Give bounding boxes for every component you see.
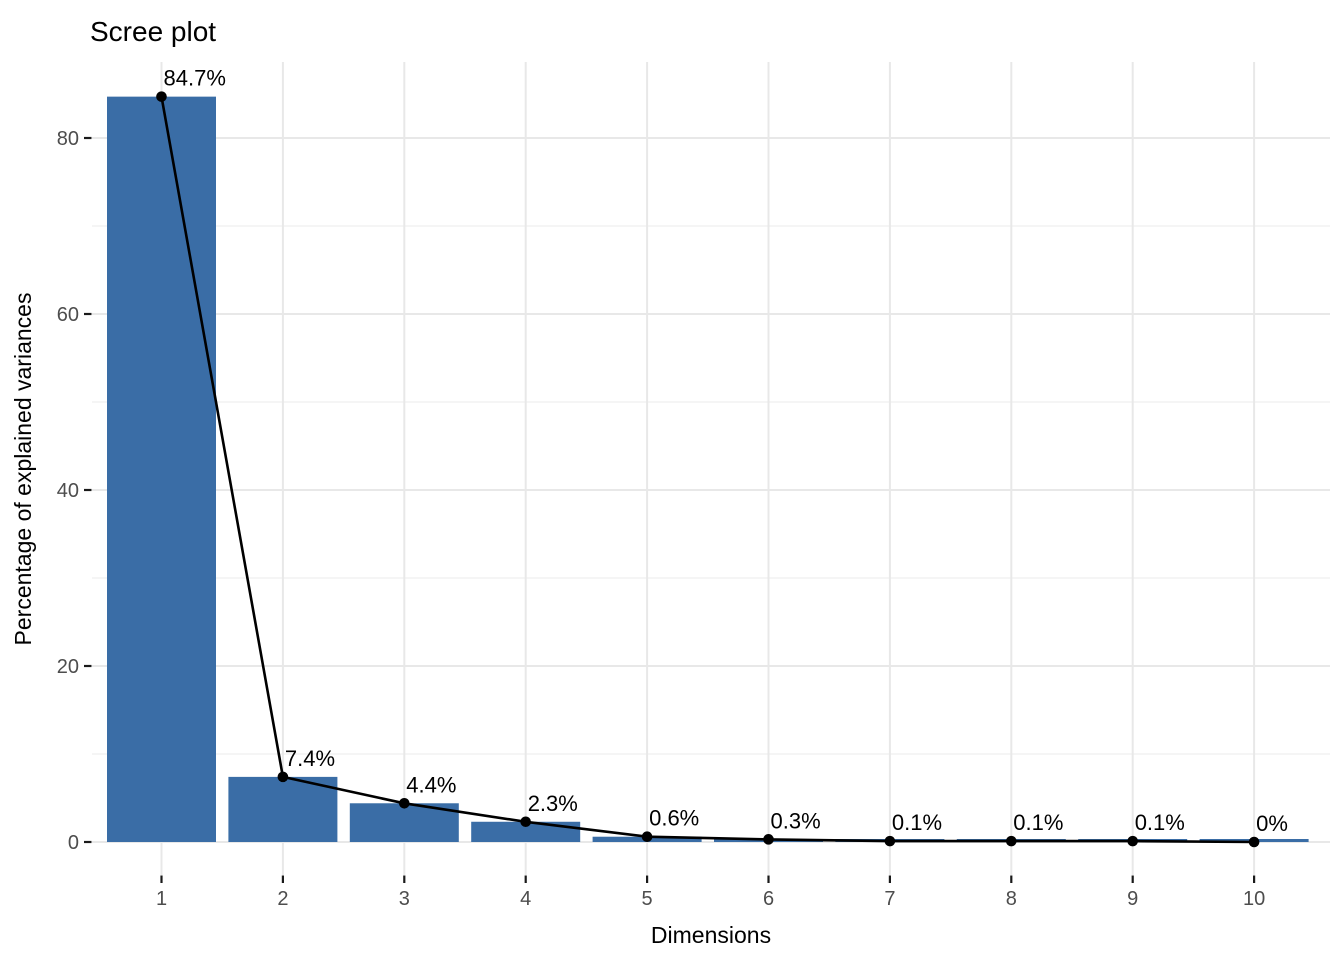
variance-point [1248, 836, 1260, 848]
point-label: 4.4% [406, 772, 456, 797]
axis-tick-labels: 0 20 40 60 80 1 2 3 4 5 6 7 8 9 10 [57, 128, 1265, 910]
variance-point [884, 835, 896, 847]
x-tick-label: 7 [884, 888, 895, 910]
x-tick-label: 9 [1127, 888, 1138, 910]
x-tick-label: 5 [642, 888, 653, 910]
chart-title: Scree plot [90, 16, 216, 47]
point-label: 0.1% [1013, 810, 1063, 835]
y-tick-label: 80 [57, 128, 79, 150]
y-tick-label: 40 [57, 480, 79, 502]
variance-bar [471, 821, 581, 842]
y-tick-label: 0 [68, 832, 79, 854]
variance-bar [228, 776, 338, 842]
y-tick-label: 20 [57, 656, 79, 678]
point-label: 7.4% [285, 746, 335, 771]
variance-bars [107, 96, 1309, 842]
point-label: 0.1% [1135, 810, 1185, 835]
point-label: 2.3% [528, 791, 578, 816]
point-label: 0.3% [771, 808, 821, 833]
point-label: 84.7% [164, 66, 226, 91]
point-label: 0% [1256, 811, 1288, 836]
point-labels: 84.7% 7.4% 4.4% 2.3% 0.6% 0.3% 0.1% 0.1% 0.1% 0% [164, 66, 1288, 836]
x-tick-label: 8 [1006, 888, 1017, 910]
variance-point [277, 771, 289, 783]
x-tick-label: 10 [1243, 888, 1265, 910]
axis-tick-marks [84, 136, 1256, 883]
variance-point [1127, 835, 1138, 847]
gridlines-major [92, 62, 1330, 875]
x-tick-label: 1 [156, 888, 167, 910]
variance-point [520, 816, 531, 828]
x-axis-title: Dimensions [651, 922, 771, 948]
y-tick-label: 60 [57, 304, 79, 326]
point-label: 0.1% [892, 810, 942, 835]
y-axis-title: Percentage of explained variances [10, 293, 36, 646]
variance-point [763, 834, 774, 845]
variance-point [1006, 835, 1017, 847]
variance-point [641, 831, 653, 843]
variance-point [156, 91, 167, 102]
x-tick-label: 3 [399, 888, 410, 910]
variance-bar [107, 96, 216, 842]
x-tick-label: 4 [520, 888, 531, 910]
point-label: 0.6% [649, 806, 699, 831]
variance-line [160, 95, 1256, 844]
x-tick-label: 2 [277, 888, 288, 910]
x-tick-label: 6 [763, 888, 774, 910]
gridlines-minor [92, 225, 1330, 755]
variance-point [399, 797, 410, 809]
variance-points [156, 91, 1260, 848]
